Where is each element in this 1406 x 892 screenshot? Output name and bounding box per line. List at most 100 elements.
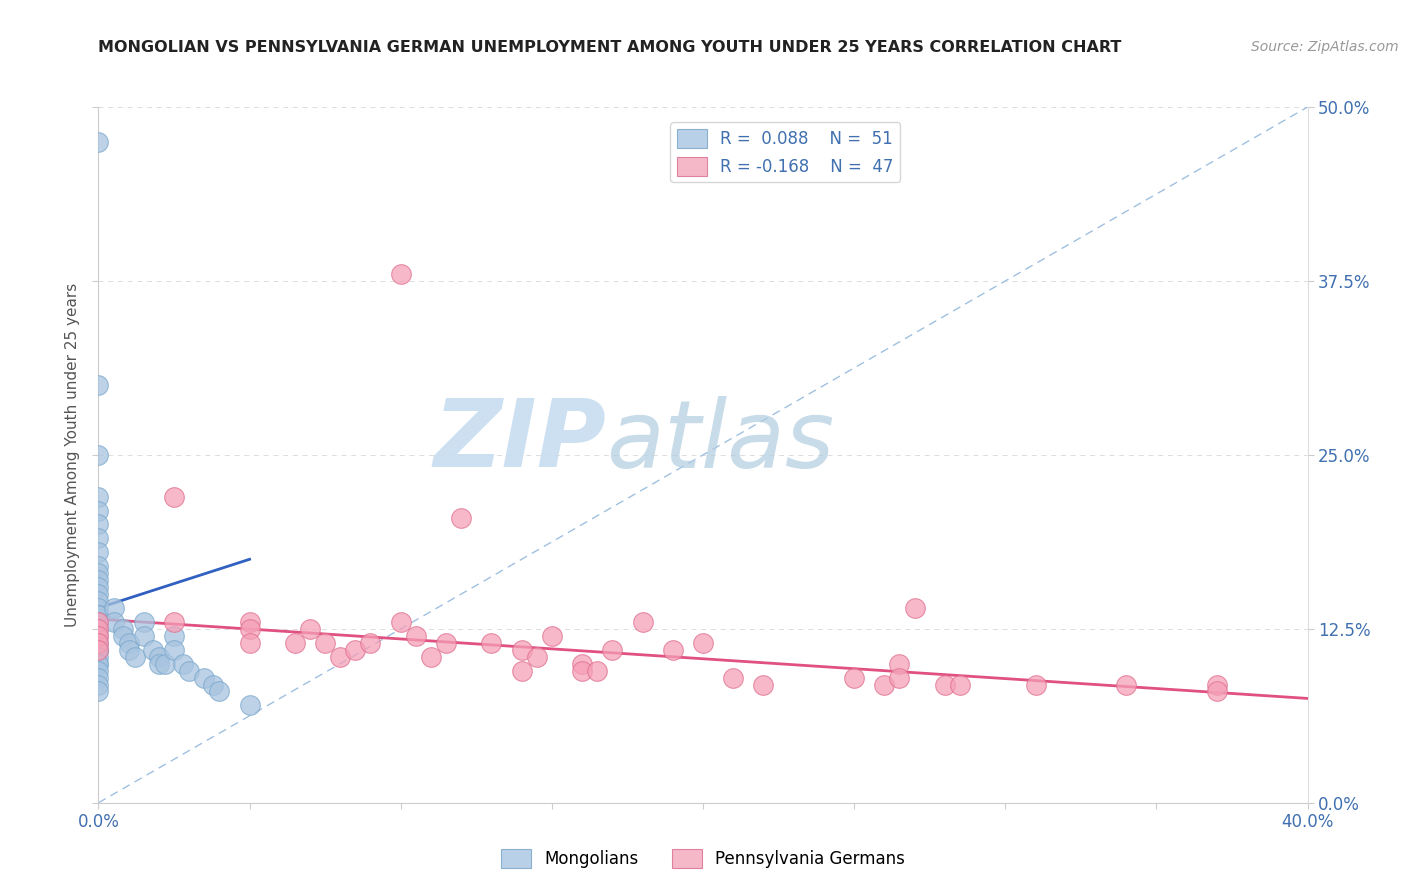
Point xyxy=(87,615,110,629)
Point xyxy=(87,559,110,574)
Point xyxy=(87,622,110,636)
Point xyxy=(87,517,110,532)
Point xyxy=(87,649,110,664)
Point xyxy=(1115,677,1137,691)
Point xyxy=(752,677,775,691)
Point xyxy=(87,622,110,636)
Point xyxy=(87,615,110,629)
Point xyxy=(1024,677,1046,691)
Point xyxy=(87,657,110,671)
Point xyxy=(949,677,972,691)
Point xyxy=(118,642,141,657)
Point xyxy=(163,490,186,504)
Point xyxy=(526,649,548,664)
Point xyxy=(239,636,262,650)
Point xyxy=(87,545,110,559)
Point xyxy=(481,636,503,650)
Point xyxy=(142,642,165,657)
Point xyxy=(87,636,110,650)
Point xyxy=(904,601,927,615)
Point xyxy=(172,657,194,671)
Point xyxy=(87,629,110,643)
Point xyxy=(163,615,186,629)
Point xyxy=(87,135,110,149)
Point xyxy=(87,629,110,643)
Point xyxy=(239,698,262,713)
Point xyxy=(132,629,155,643)
Point xyxy=(540,629,562,643)
Point xyxy=(87,378,110,392)
Point xyxy=(889,671,911,685)
Point xyxy=(420,649,443,664)
Point xyxy=(692,636,714,650)
Point xyxy=(602,642,624,657)
Point xyxy=(571,664,593,678)
Point xyxy=(344,642,367,657)
Point xyxy=(118,636,141,650)
Point xyxy=(111,629,134,643)
Point xyxy=(510,664,533,678)
Point xyxy=(934,677,956,691)
Point xyxy=(434,636,457,650)
Point xyxy=(87,642,110,657)
Point xyxy=(873,677,896,691)
Point xyxy=(586,664,609,678)
Point xyxy=(1206,677,1229,691)
Text: atlas: atlas xyxy=(606,395,835,486)
Point xyxy=(87,448,110,462)
Point xyxy=(202,677,225,691)
Legend: Mongolians, Pennsylvania Germans: Mongolians, Pennsylvania Germans xyxy=(495,842,911,875)
Point xyxy=(153,657,176,671)
Point xyxy=(844,671,866,685)
Point xyxy=(132,615,155,629)
Point xyxy=(87,671,110,685)
Point xyxy=(1206,684,1229,698)
Point xyxy=(314,636,336,650)
Point xyxy=(239,622,262,636)
Point xyxy=(284,636,307,650)
Y-axis label: Unemployment Among Youth under 25 years: Unemployment Among Youth under 25 years xyxy=(65,283,80,627)
Text: Source: ZipAtlas.com: Source: ZipAtlas.com xyxy=(1251,40,1399,54)
Point xyxy=(87,607,110,622)
Point xyxy=(329,649,352,664)
Point xyxy=(662,642,685,657)
Point xyxy=(111,622,134,636)
Point xyxy=(148,649,170,664)
Point xyxy=(239,615,262,629)
Point xyxy=(87,594,110,608)
Point xyxy=(103,601,125,615)
Point xyxy=(87,490,110,504)
Point xyxy=(87,566,110,581)
Point xyxy=(87,664,110,678)
Point xyxy=(510,642,533,657)
Point xyxy=(163,629,186,643)
Point xyxy=(87,657,110,671)
Point xyxy=(571,657,593,671)
Point xyxy=(208,684,231,698)
Point xyxy=(631,615,654,629)
Point xyxy=(889,657,911,671)
Point xyxy=(87,587,110,601)
Point xyxy=(87,677,110,691)
Point xyxy=(723,671,745,685)
Point xyxy=(360,636,382,650)
Point xyxy=(103,615,125,629)
Point xyxy=(148,657,170,671)
Point xyxy=(87,642,110,657)
Point xyxy=(87,580,110,594)
Point xyxy=(87,607,110,622)
Text: MONGOLIAN VS PENNSYLVANIA GERMAN UNEMPLOYMENT AMONG YOUTH UNDER 25 YEARS CORRELA: MONGOLIAN VS PENNSYLVANIA GERMAN UNEMPLO… xyxy=(98,40,1122,55)
Point xyxy=(163,642,186,657)
Point xyxy=(87,684,110,698)
Point xyxy=(87,642,110,657)
Point xyxy=(87,532,110,546)
Point xyxy=(87,573,110,587)
Point xyxy=(405,629,427,643)
Point xyxy=(87,503,110,517)
Point xyxy=(124,649,146,664)
Legend: R =  0.088    N =  51, R = -0.168    N =  47: R = 0.088 N = 51, R = -0.168 N = 47 xyxy=(671,122,900,183)
Point xyxy=(450,510,472,524)
Point xyxy=(87,601,110,615)
Point xyxy=(87,636,110,650)
Point xyxy=(179,664,201,678)
